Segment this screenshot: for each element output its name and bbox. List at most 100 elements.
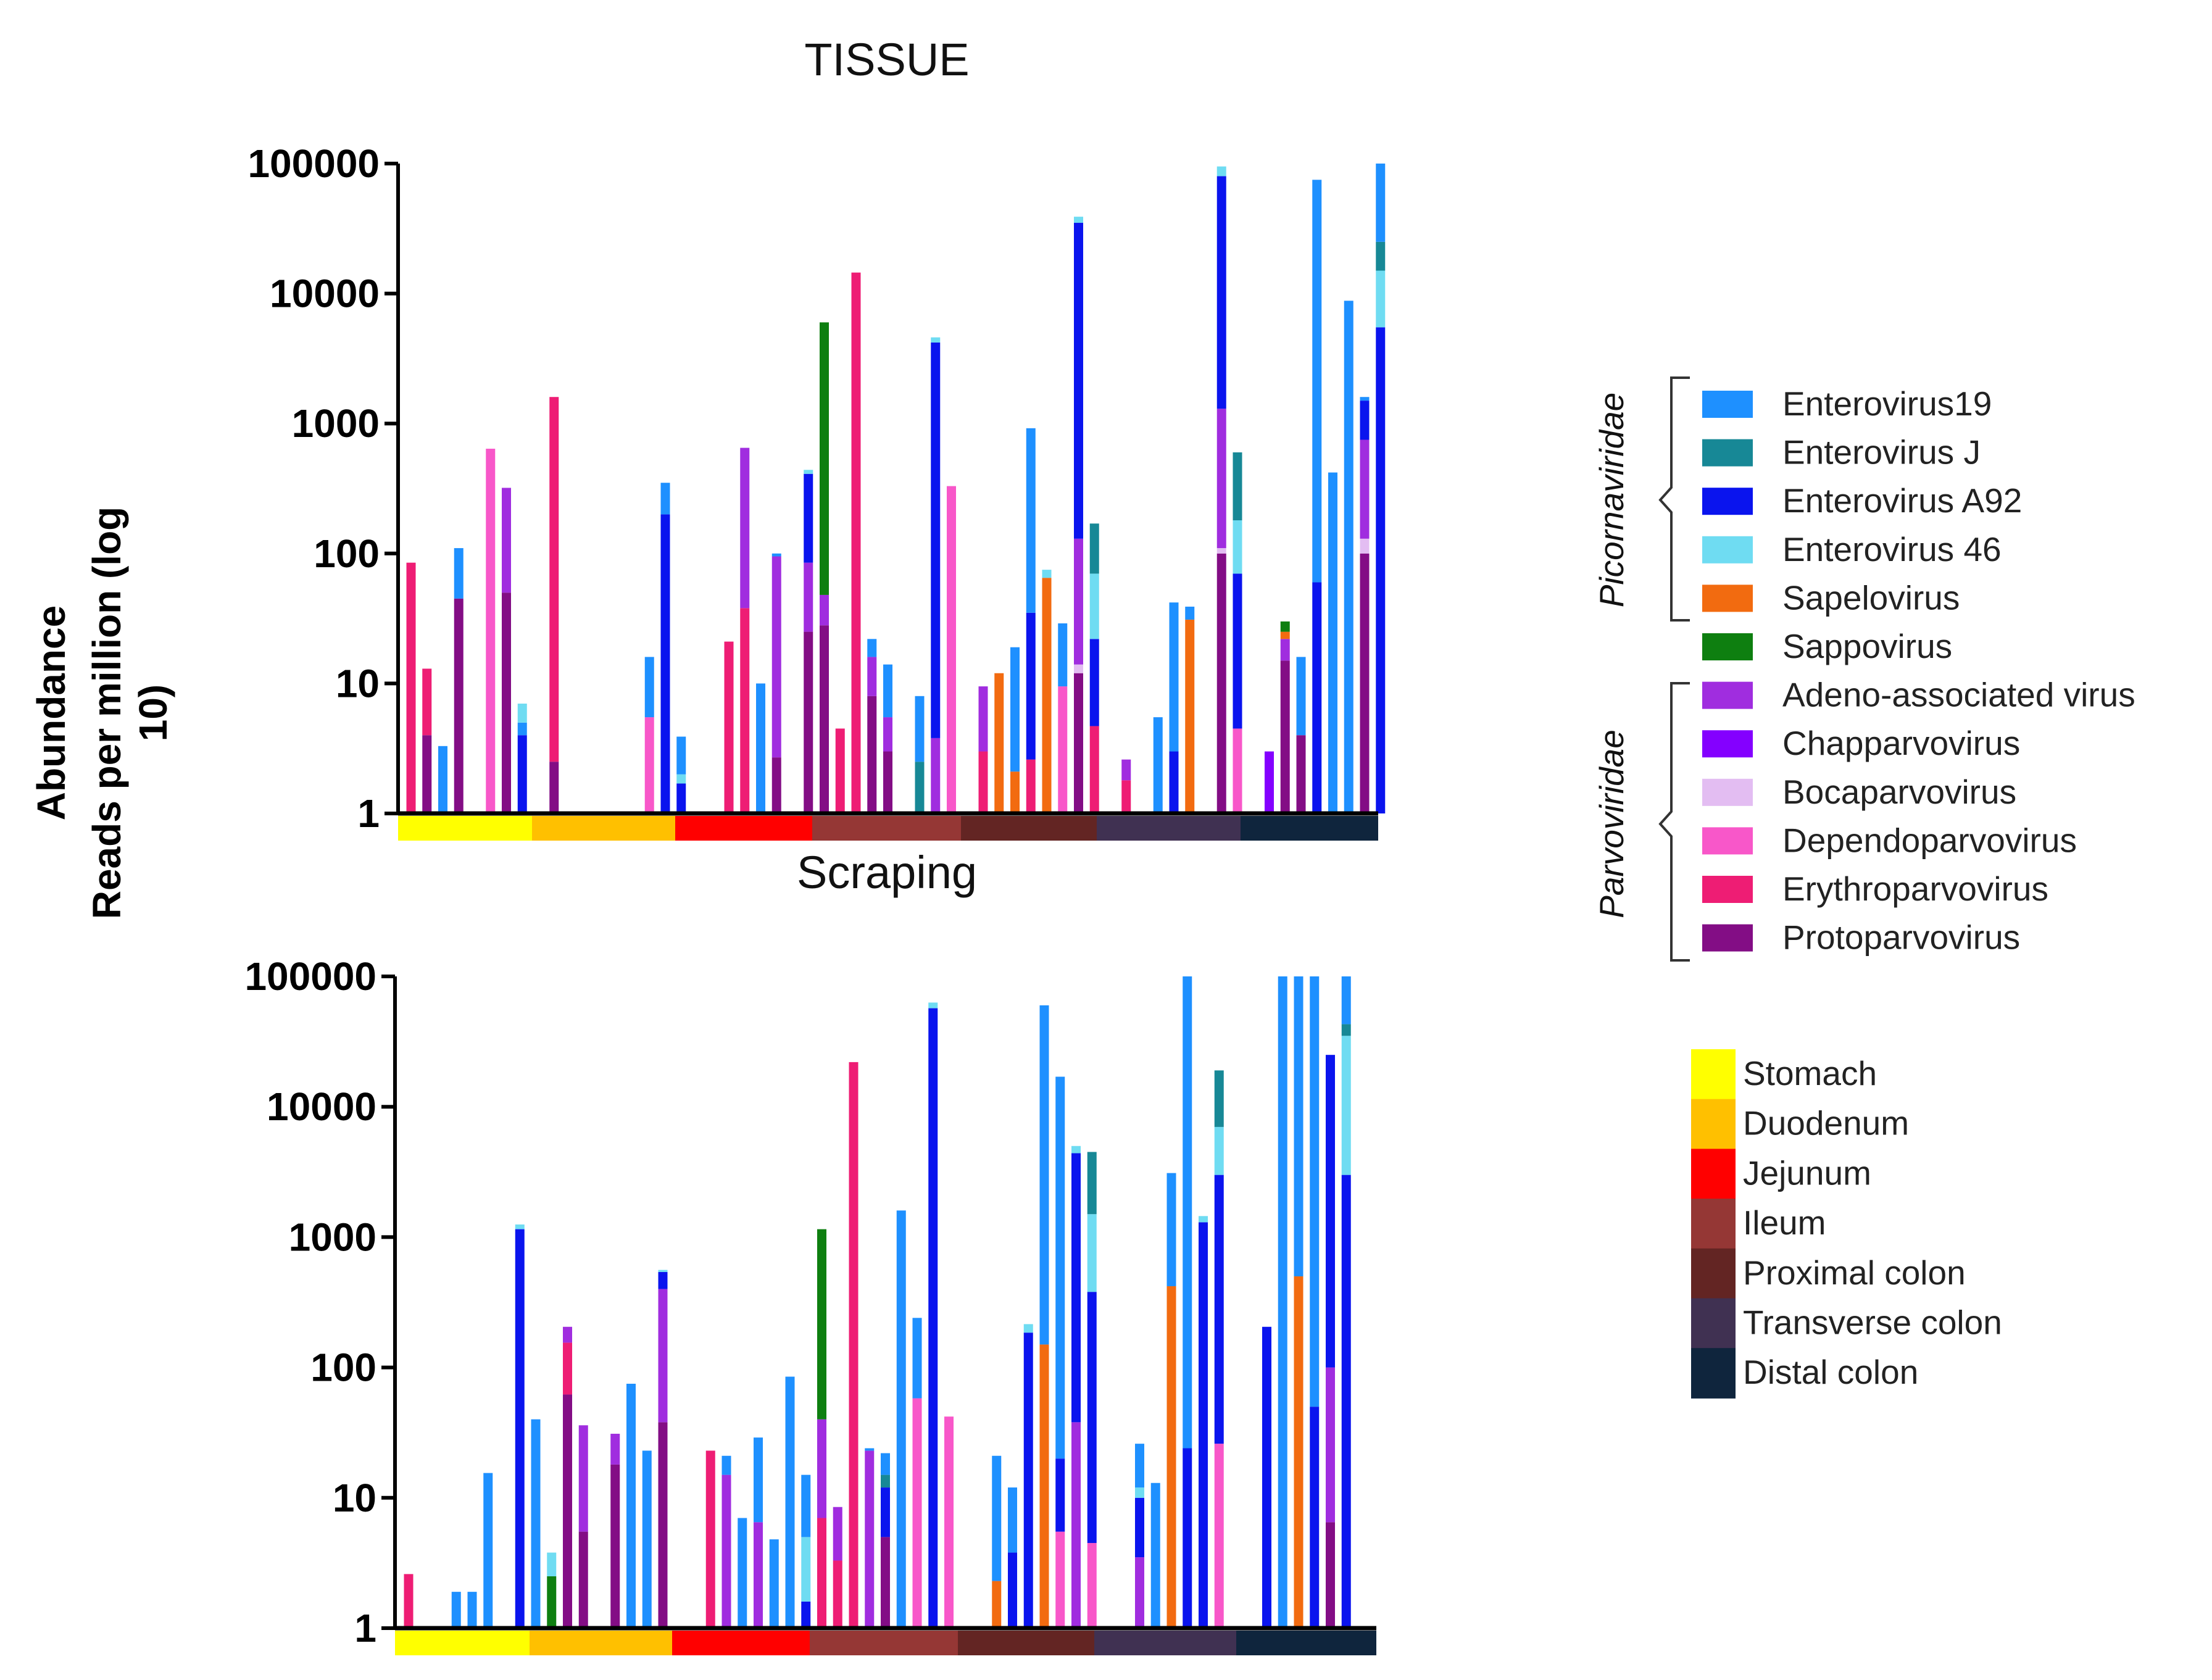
tissue-strip-jejunum xyxy=(672,1631,810,1655)
legend-label: Enterovirus 46 xyxy=(1782,530,2002,568)
bar xyxy=(676,736,686,813)
bar-segment-sapelovirus xyxy=(994,673,1004,813)
bar-segment-enterovirus-j xyxy=(1376,241,1386,271)
tissue-swatch xyxy=(1691,1199,1736,1249)
bar-segment-adeno-associated-virus xyxy=(820,594,829,626)
bar-segment-enterovirus-46 xyxy=(658,1270,668,1272)
bar-segment-protoparvovirus xyxy=(881,1537,890,1628)
tissue-strip-stomach xyxy=(395,1631,530,1655)
bar-segment-enterovirus-46 xyxy=(1135,1487,1144,1498)
bar-segment-protoparvovirus xyxy=(502,593,511,813)
legend-label: Adeno-associated virus xyxy=(1782,676,2135,714)
bar-segment-sappovirus xyxy=(547,1576,557,1628)
bar xyxy=(1326,1055,1335,1628)
bar-segment-erythroparvovirus xyxy=(1089,726,1099,813)
bar-segment-dependoparvovirus xyxy=(1087,1543,1097,1628)
legend-item-adeno-associated-virus: Adeno-associated virus xyxy=(1702,676,2135,714)
bar-segment-enterovirus-46 xyxy=(1087,1214,1097,1292)
tissue-swatch xyxy=(1691,1348,1736,1399)
bar-segment-enterovirus-a92 xyxy=(1071,1153,1081,1423)
bar-segment-protoparvovirus xyxy=(771,757,781,813)
bar-segment-enterovirus-a92 xyxy=(1376,327,1386,813)
bar-segment-enterovirus19 xyxy=(1058,623,1068,687)
bar-segment-adeno-associated-virus xyxy=(563,1326,572,1343)
bar-segment-enterovirus19 xyxy=(915,696,925,762)
bar-segment-enterovirus-46 xyxy=(1233,520,1242,574)
tissue-chart: 1 10 100 1000 10000 100000 xyxy=(247,141,1386,841)
bar-segment-enterovirus19 xyxy=(1312,180,1322,583)
bar xyxy=(1042,570,1052,813)
bar xyxy=(1010,647,1020,813)
bar-segment-enterovirus19 xyxy=(721,1455,731,1475)
picornaviridae-bracket xyxy=(1658,376,1690,622)
bar-segment-enterovirus-a92 xyxy=(515,1229,525,1628)
tissue-legend-label: Duodenum xyxy=(1743,1104,1909,1142)
y-tick-label: 100000 xyxy=(244,954,376,999)
bar-segment-enterovirus19 xyxy=(467,1592,477,1628)
tissue-strip-duodenum xyxy=(530,1631,672,1655)
legend-swatch xyxy=(1702,633,1753,660)
bar xyxy=(1074,217,1083,813)
bar-segment-enterovirus-j xyxy=(1341,1024,1351,1036)
bar xyxy=(867,639,877,813)
legend-label: Enterovirus19 xyxy=(1782,385,1992,423)
bar-segment-enterovirus19 xyxy=(881,1453,890,1475)
legend-swatch xyxy=(1702,730,1753,758)
bar-segment-enterovirus-46 xyxy=(1089,573,1099,639)
bar-segment-dependoparvovirus xyxy=(912,1398,922,1628)
bar-segment-adeno-associated-virus xyxy=(1216,409,1226,549)
bar-segment-enterovirus19 xyxy=(531,1419,541,1628)
bar-segment-enterovirus-j xyxy=(915,762,925,813)
tissue-swatch xyxy=(1691,1248,1736,1299)
bar xyxy=(771,553,781,813)
bar-segment-enterovirus19 xyxy=(1296,657,1306,736)
bar xyxy=(1360,397,1370,813)
bar-segment-enterovirus19 xyxy=(676,736,686,775)
legend-swatch xyxy=(1702,439,1753,467)
chart-title-tissue: TISSUE xyxy=(804,34,969,85)
bar xyxy=(642,1450,652,1628)
bar xyxy=(992,1455,1002,1628)
bar-segment-protoparvovirus xyxy=(883,751,892,813)
bar-segment-protoparvovirus xyxy=(804,631,813,813)
bar xyxy=(1265,751,1274,813)
bar xyxy=(1312,180,1322,813)
bar xyxy=(644,657,654,813)
bar-segment-sapelovirus xyxy=(1042,578,1052,813)
bar-segment-protoparvovirus xyxy=(1216,553,1226,813)
bar-segment-adeno-associated-virus xyxy=(754,1522,763,1628)
bar-segment-erythroparvovirus xyxy=(849,1062,859,1628)
legend-item-bocaparvovirus: Bocaparvovirus xyxy=(1702,773,2016,811)
bar-segment-enterovirus-a92 xyxy=(1233,573,1242,729)
bar-segment-enterovirus-46 xyxy=(1341,1036,1351,1175)
bar-segment-enterovirus19 xyxy=(1150,1482,1160,1628)
bar-segment-adeno-associated-virus xyxy=(1071,1422,1081,1628)
bar-segment-enterovirus19 xyxy=(738,1518,747,1628)
y-tick-label: 10 xyxy=(336,661,380,705)
bar xyxy=(833,1507,842,1628)
bar-segment-enterovirus-a92 xyxy=(1055,1458,1065,1532)
bar xyxy=(1153,717,1163,813)
bar-segment-enterovirus19 xyxy=(1341,976,1351,1025)
bar-segment-enterovirus-j xyxy=(881,1474,890,1488)
legend-label: Chapparvovirus xyxy=(1782,724,2020,762)
bar-segment-sappovirus xyxy=(820,322,829,595)
bar-segment-enterovirus-46 xyxy=(1376,270,1386,328)
bar-segment-enterovirus19 xyxy=(644,657,654,718)
legend-item-sapelovirus: Sapelovirus xyxy=(1702,578,1960,617)
tissue-strip-duodenum xyxy=(532,816,675,841)
bar xyxy=(547,1552,557,1628)
bar-segment-enterovirus-46 xyxy=(1199,1216,1208,1223)
bar-segment-enterovirus-a92 xyxy=(1326,1055,1335,1368)
bar xyxy=(915,696,925,813)
bar-segment-enterovirus19 xyxy=(1008,1487,1017,1553)
tissue-legend-item-proximal-colon: Proximal colon xyxy=(1691,1248,1966,1299)
bar-segment-enterovirus-a92 xyxy=(1169,751,1179,813)
bar xyxy=(721,1455,731,1628)
bar-segment-protoparvovirus xyxy=(454,598,464,813)
tissue-strip-jejunum xyxy=(675,816,812,841)
bar-segment-adeno-associated-virus xyxy=(865,1450,875,1628)
bar-segment-protoparvovirus xyxy=(549,762,559,813)
legend-item-chapparvovirus: Chapparvovirus xyxy=(1702,724,2020,762)
